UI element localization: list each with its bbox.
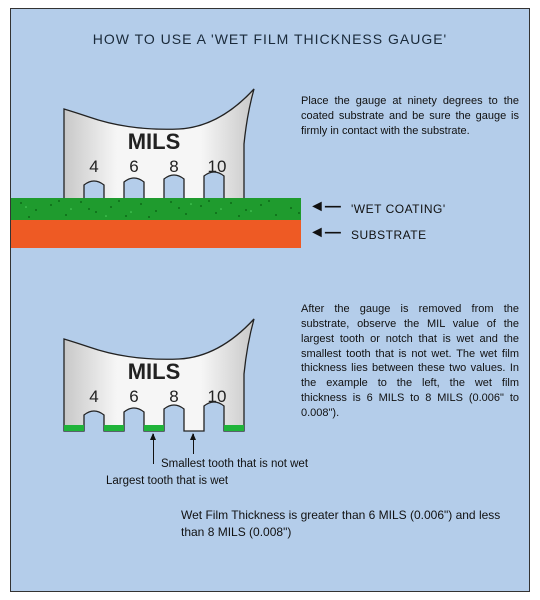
callout-arrow-small	[193, 434, 194, 454]
desc-step2: After the gauge is removed from the subs…	[301, 302, 519, 421]
gauge-label-1: MILS	[128, 129, 181, 154]
wet-end-left	[64, 425, 84, 431]
gauge-num-2-0: 4	[89, 387, 98, 406]
gauge-num-2-3: 10	[208, 387, 227, 406]
gauge-num-1-2: 8	[169, 157, 178, 176]
arrow-substrate: ◄—	[309, 224, 341, 242]
diagram-panel: HOW TO USE A 'WET FILM THICKNESS GAUGE' …	[10, 8, 530, 592]
page-title: HOW TO USE A 'WET FILM THICKNESS GAUGE'	[11, 31, 529, 47]
label-wet-coating: 'WET COATING'	[351, 202, 446, 216]
gauge-step2: MILS 4 6 8 10	[29, 299, 279, 439]
gauge-num-1-0: 4	[89, 157, 98, 176]
desc-step1: Place the gauge at ninety degrees to the…	[301, 94, 519, 139]
gauge-step1: MILS 4 6 8 10	[29, 69, 279, 204]
conclusion-text: Wet Film Thickness is greater than 6 MIL…	[181, 507, 511, 542]
gauge-num-2-1: 6	[129, 387, 138, 406]
arrow-coating: ◄—	[309, 198, 341, 216]
callout-arrow-large	[153, 434, 154, 464]
wet-tooth-0	[104, 425, 124, 431]
substrate-layer	[11, 220, 301, 248]
callout-smallest: Smallest tooth that is not wet	[161, 458, 308, 470]
gauge-num-2-2: 8	[169, 387, 178, 406]
callout-largest: Largest tooth that is wet	[106, 475, 228, 487]
wet-end-right	[224, 425, 244, 431]
gauge-label-2: MILS	[128, 359, 181, 384]
wet-tooth-1	[144, 425, 164, 431]
wet-coating-layer	[11, 198, 301, 220]
gauge-num-1-1: 6	[129, 157, 138, 176]
label-substrate: SUBSTRATE	[351, 228, 427, 242]
gauge-num-1-3: 10	[208, 157, 227, 176]
